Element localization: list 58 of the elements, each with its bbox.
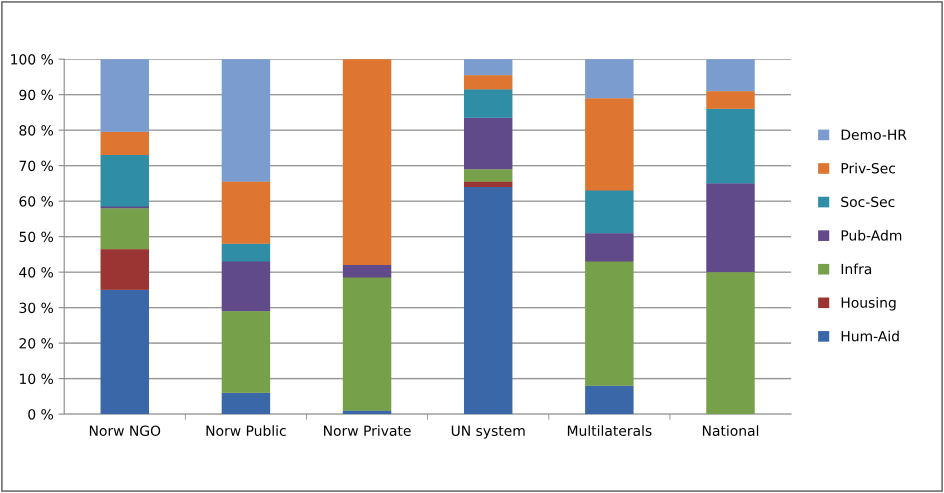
bar xyxy=(222,244,270,262)
bar xyxy=(100,208,149,250)
y-tick-label: 0 % xyxy=(28,409,54,420)
y-tick-label: 70 % xyxy=(20,160,54,172)
bar xyxy=(100,59,149,132)
y-tick-label: 10 % xyxy=(20,374,54,384)
legend-label: Infra xyxy=(842,264,872,274)
bar xyxy=(706,91,755,109)
y-tick-label: 50 % xyxy=(20,232,54,242)
legend-label: Priv-Sec xyxy=(842,162,896,174)
bar xyxy=(342,410,392,414)
bar xyxy=(706,183,755,272)
bar xyxy=(100,249,149,290)
bar xyxy=(706,108,755,184)
y-tick-label: 40 % xyxy=(19,267,54,278)
legend-label: Pub-Adm xyxy=(842,230,902,241)
bar xyxy=(585,59,634,98)
bar xyxy=(464,75,512,90)
bar xyxy=(342,277,392,411)
bar xyxy=(222,261,270,312)
legend-label: Housing xyxy=(842,297,896,311)
legend-label: Soc-Sec xyxy=(841,196,894,208)
bar xyxy=(100,290,149,414)
bar xyxy=(342,59,392,266)
y-tick-label: 100 % xyxy=(11,54,54,65)
y-tick-label: 90 % xyxy=(19,90,54,100)
bar xyxy=(464,89,512,118)
bar xyxy=(100,155,149,206)
x-tick-label: National xyxy=(702,425,758,436)
bar xyxy=(464,59,512,76)
bar xyxy=(464,169,512,182)
bar xyxy=(706,272,755,414)
bar xyxy=(585,190,634,234)
bar xyxy=(464,182,512,187)
x-tick-label: Multilaterals xyxy=(568,425,652,436)
x-tick-label: UN system xyxy=(452,426,525,439)
x-tick-label: Norw Private xyxy=(324,425,411,436)
y-tick-label: 80 % xyxy=(19,125,54,136)
bar xyxy=(100,132,149,155)
y-tick-label: 20 % xyxy=(20,338,54,349)
y-tick-label: 60 % xyxy=(19,196,54,207)
y-tick-label: 30 % xyxy=(20,302,54,314)
legend-label: Demo-HR xyxy=(842,130,907,140)
bar xyxy=(222,311,270,393)
x-tick-label: Norw NGO xyxy=(90,425,160,436)
bar xyxy=(585,261,634,386)
bar xyxy=(585,98,634,190)
bar xyxy=(342,265,392,278)
bar xyxy=(222,59,270,182)
bar xyxy=(464,186,512,414)
bar xyxy=(585,233,634,262)
bar xyxy=(222,182,270,244)
legend-label: Hum-Aid xyxy=(842,330,899,342)
bar xyxy=(706,59,755,92)
bar xyxy=(585,386,634,414)
bar xyxy=(464,118,512,170)
x-tick-label: Norw Public xyxy=(206,425,286,436)
bar xyxy=(222,392,270,414)
